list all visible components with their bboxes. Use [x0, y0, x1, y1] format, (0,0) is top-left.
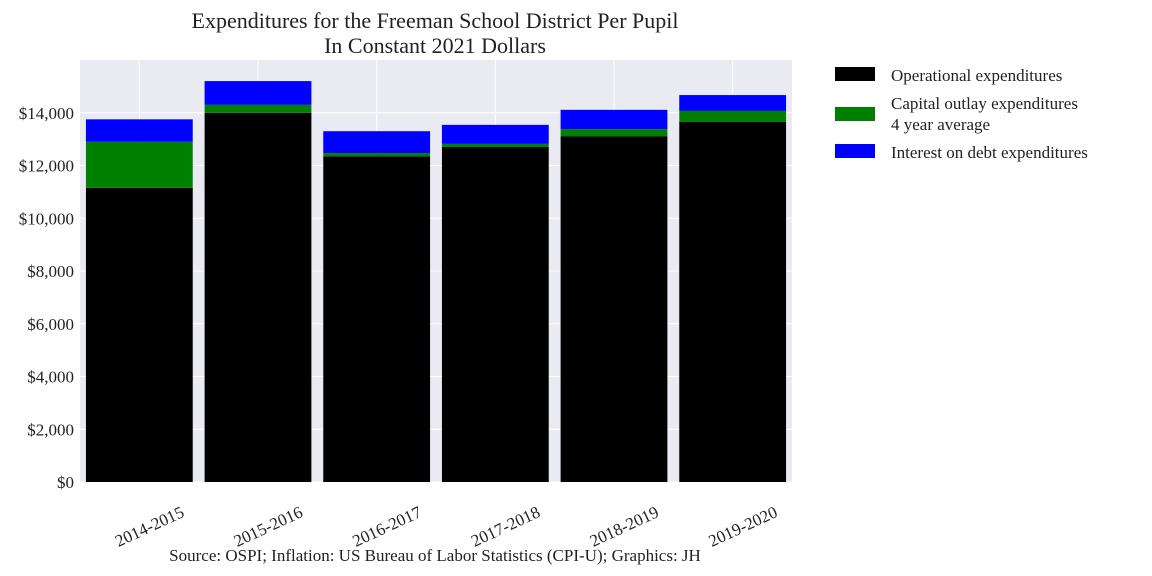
bar-segment-1-2016-2017	[323, 153, 431, 157]
bar-segment-0-2017-2018	[441, 147, 549, 482]
y-tick-label: $0	[57, 473, 74, 492]
bar-segment-2-2019-2020	[679, 95, 787, 111]
x-tick-label: 2016-2017	[350, 502, 425, 551]
y-tick-label: $6,000	[27, 315, 74, 334]
bar-segment-0-2018-2019	[560, 136, 668, 483]
legend-label-capital-outlay-line-2: 4 year average	[891, 115, 990, 134]
bar-segment-0-2016-2017	[323, 156, 431, 483]
bar-segment-2-2017-2018	[441, 124, 549, 144]
legend: Operational expenditures Capital outlay …	[835, 66, 1088, 162]
x-tick-label: 2019-2020	[706, 502, 781, 550]
bar-segment-1-2018-2019	[560, 129, 668, 137]
chart-title-line-1: Expenditures for the Freeman School Dist…	[192, 8, 679, 33]
bar-segment-0-2015-2016	[204, 112, 312, 482]
x-tick-label: 2014-2015	[112, 502, 187, 550]
y-tick-label: $10,000	[19, 209, 74, 228]
chart-title-line-2: In Constant 2021 Dollars	[324, 33, 546, 58]
plot-area	[80, 60, 792, 483]
x-tick-label: 2018-2019	[587, 502, 662, 550]
y-tick-label: $2,000	[27, 420, 74, 439]
bar-segment-0-2014-2015	[85, 187, 193, 482]
bar-segment-2-2014-2015	[85, 119, 193, 142]
legend-swatch-capital-outlay	[835, 107, 875, 121]
bar-segment-2-2018-2019	[560, 109, 668, 130]
legend-label-interest-on-debt: Interest on debt expenditures	[891, 143, 1088, 162]
y-tick-label: $4,000	[27, 368, 74, 387]
y-tick-label: $12,000	[19, 157, 74, 176]
x-axis: 2014-2015 2015-2016 2016-2017 2017-2018 2018…	[112, 502, 780, 551]
bar-segment-2-2015-2016	[204, 81, 312, 105]
bar-segment-1-2015-2016	[204, 104, 312, 113]
bar-segment-0-2019-2020	[679, 121, 787, 482]
bar-segment-1-2017-2018	[441, 143, 549, 148]
legend-swatch-interest-on-debt	[835, 144, 875, 158]
bar-segment-2-2016-2017	[323, 131, 431, 154]
bar-segment-1-2014-2015	[85, 141, 193, 188]
legend-swatch-operational	[835, 67, 875, 81]
y-axis: $0 $2,000 $4,000 $6,000 $8,000 $10,000 $12,000…	[19, 104, 74, 492]
legend-label-operational: Operational expenditures	[891, 66, 1062, 85]
bar-segment-1-2019-2020	[679, 110, 787, 122]
x-tick-label: 2017-2018	[468, 502, 543, 550]
source-caption: Source: OSPI; Inflation: US Bureau of La…	[169, 546, 701, 565]
x-tick-label: 2015-2016	[231, 502, 306, 550]
y-tick-label: $14,000	[19, 104, 74, 123]
legend-label-capital-outlay-line-1: Capital outlay expenditures	[891, 94, 1078, 113]
y-tick-label: $8,000	[27, 262, 74, 281]
